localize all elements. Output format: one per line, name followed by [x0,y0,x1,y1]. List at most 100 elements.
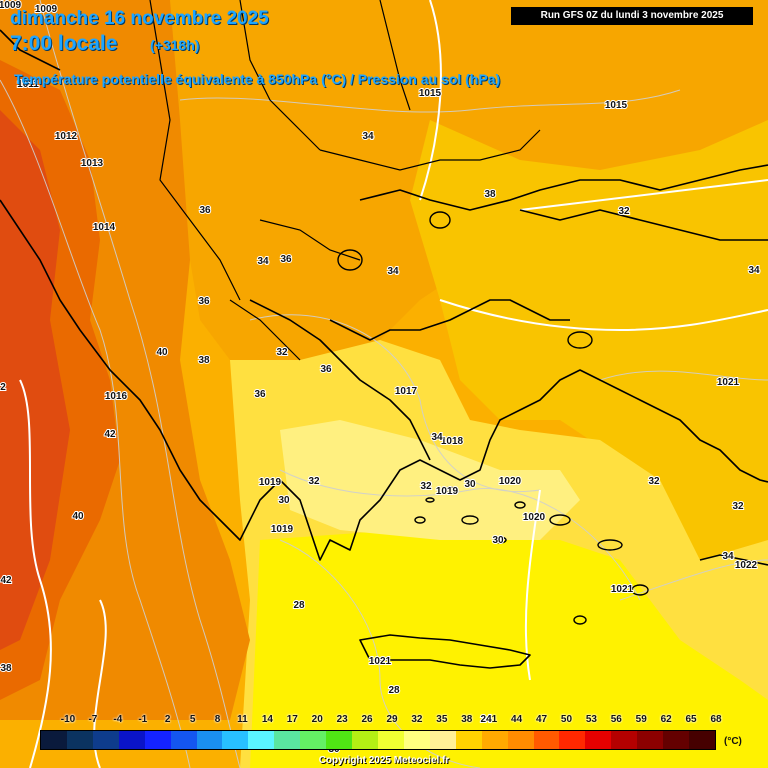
legend-color-cell [92,731,119,749]
temperature-label: 32 [618,206,630,217]
forecast-date: dimanche 16 novembre 2025 [10,8,269,29]
legend-color-cell [403,731,430,749]
forecast-offset: (+318h) [150,37,200,53]
pressure-label: 1021 [611,584,634,595]
temperature-label: 32 [648,476,660,487]
temperature-label: 34 [431,432,443,443]
legend-value: 44 [511,714,523,725]
legend-value: 62 [660,714,672,725]
temperature-label: 34 [257,256,269,267]
legend-color-cell [559,731,586,749]
pressure-label: 1019 [259,477,282,488]
legend-color-cell [274,731,301,749]
temperature-label: 28 [293,600,305,611]
legend-color-cell [637,731,664,749]
pressure-label: 1015 [419,88,442,99]
legend-value: 8 [214,714,221,725]
temperature-label: 42 [104,429,116,440]
pressure-label: 1016 [105,391,128,402]
legend-value: 41 [486,714,498,725]
temperature-label: 36 [280,254,292,265]
legend-color-cell [611,731,638,749]
pressure-label: 1014 [93,222,116,233]
temperature-label: 36 [254,389,266,400]
legend-color-cell [144,731,171,749]
pressure-label: 1011 [17,79,39,90]
legend-unit: (°C) [724,736,742,747]
legend-color-cell [429,731,456,749]
legend-color-cell [481,731,508,749]
parameter-title: Température potentielle équivalente à 85… [14,71,501,87]
legend-value: 32 [411,714,423,725]
legend-value: 26 [361,714,373,725]
theta-e-contours [19,0,768,768]
coastlines [0,29,768,669]
zone-pale-aegean [280,420,580,540]
legend-value: 2 [164,714,171,725]
legend-value: -4 [113,714,123,725]
legend-color-cell [533,731,560,749]
temperature-label: 30 [278,495,290,506]
islands [337,211,649,625]
temperature-label: 30 [464,479,476,490]
legend-value: 23 [336,714,348,725]
pressure-label: 1012 [55,131,78,142]
legend-value: -7 [88,714,98,725]
pressure-label: 1015 [605,100,628,111]
legend-value: 47 [535,714,548,725]
temperature-label: 32 [420,481,432,492]
legend-color-cell [222,731,249,749]
legend-color-cell [663,731,690,749]
legend-value: 11 [237,714,248,725]
zone-yellow-south [250,530,768,768]
temperature-label: 34 [722,551,734,562]
legend-color-cell [352,731,378,749]
legend-value: -1 [138,714,148,725]
legend-color-cell [118,731,145,749]
legend-value: 35 [436,714,448,725]
legend-value: 56 [610,714,622,725]
copyright-text: Copyright 2025 Meteociel.fr [318,755,450,766]
temperature-label: 40 [72,511,84,522]
legend-color-cell [689,731,715,749]
borders [149,0,541,361]
legend-value: 14 [261,714,273,725]
temperature-label: 34 [748,265,760,276]
pressure-label: 1020 [499,476,522,487]
pressure-label: 1009 [0,0,22,11]
temperature-label: 34 [362,131,374,142]
pressure-label: 1022 [735,560,758,571]
temperature-label: 36 [198,296,210,307]
pressure-label: 1017 [395,386,418,397]
pressure-label: 1009 [35,4,58,15]
legend-color-bar [40,730,716,750]
forecast-time: 7:00 locale [10,32,118,55]
temperature-label: 32 [732,501,744,512]
legend-value: 53 [585,714,597,725]
temperature-label: 38 [198,355,210,366]
legend-color-cell [377,731,404,749]
legend-value: -10 [60,714,76,725]
legend-color-cell [507,731,534,749]
pressure-label: 1020 [523,512,546,523]
temperature-label: 24 [480,714,492,725]
legend-value: 59 [635,714,647,725]
zone-deep-red [0,110,70,650]
temperature-label: 2 [0,382,6,393]
legend-color-cell [248,731,275,749]
temperature-label: 38 [0,663,12,674]
temperature-label: 38 [484,189,496,200]
run-label: Run GFS 0Z du lundi 3 novembre 2025 [511,7,753,25]
pressure-label: 1018 [441,436,464,447]
legend-value: 65 [685,714,697,725]
legend-value: 38 [461,714,473,725]
pressure-label: 1019 [271,524,294,535]
legend-value: 29 [386,714,398,725]
pressure-label: 1021 [717,377,740,388]
color-legend: -10 -7 -4 -1 2 5 8 11 14 17 20 23 26 29 32 35 38 41 44 47 50… [0,712,768,768]
legend-color-cell [41,731,67,749]
temperature-label: 28 [388,685,400,696]
legend-color-cell [196,731,223,749]
